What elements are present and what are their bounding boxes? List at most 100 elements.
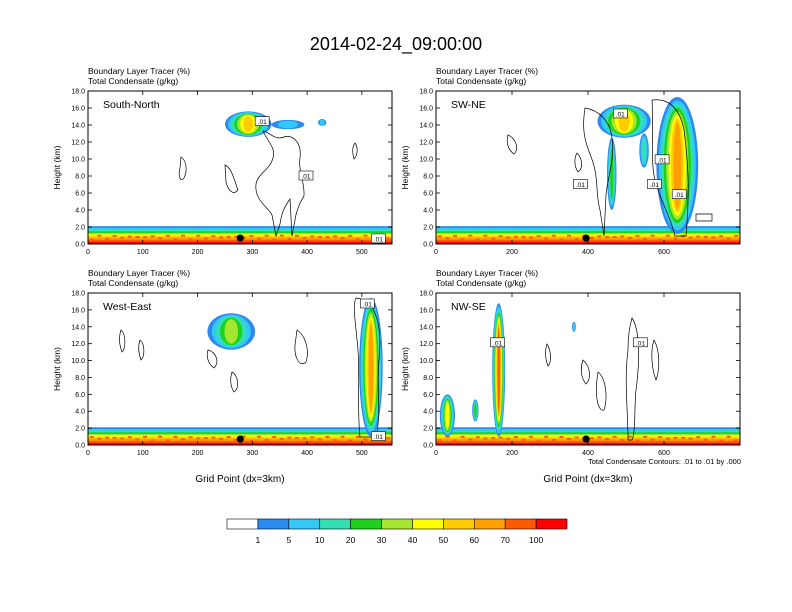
x-tick-label: 200 xyxy=(506,450,518,457)
x-tick-label: 200 xyxy=(192,450,204,457)
y-tick-label: 4.0 xyxy=(75,409,85,416)
y-tick-label: 14.0 xyxy=(419,123,433,130)
tracer-band-detail xyxy=(97,234,102,237)
tracer-band-detail xyxy=(173,435,178,438)
tracer-band-detail xyxy=(620,439,625,442)
x-tick-label: 300 xyxy=(246,450,258,457)
tracer-band-detail xyxy=(650,234,655,237)
y-tick-label: 16.0 xyxy=(71,307,85,314)
tracer-band-detail xyxy=(513,436,518,439)
condensate-contour xyxy=(583,107,614,237)
tracer-band-detail xyxy=(437,235,442,238)
condensate-contour xyxy=(651,99,689,237)
y-tick-label: 16.0 xyxy=(419,307,433,314)
tracer-band-detail xyxy=(551,438,556,441)
y-tick-label: 2.0 xyxy=(75,426,85,433)
tracer-band-detail xyxy=(135,235,140,238)
tracer-band-detail xyxy=(734,234,739,237)
contour-label: .01 xyxy=(675,192,684,199)
tracer-band-detail xyxy=(219,437,223,440)
tracer-band-detail xyxy=(696,235,701,238)
tracer-band-detail xyxy=(272,238,277,241)
tracer-band-detail xyxy=(196,234,201,237)
contour-label: .01 xyxy=(374,434,383,441)
tracer-band-detail xyxy=(257,237,261,240)
tracer-band-detail xyxy=(491,237,495,240)
tracer-band-detail xyxy=(264,438,269,441)
plume-shade xyxy=(243,115,254,133)
colorbar-swatch xyxy=(226,518,259,530)
contour-label: .01 xyxy=(301,174,310,181)
tracer-band-detail xyxy=(643,435,647,438)
tracer-band-detail xyxy=(219,236,223,239)
condensate-contour xyxy=(352,142,358,160)
tracer-band-detail xyxy=(491,436,495,439)
panel-label-tracer: Boundary Layer Tracer (%) xyxy=(436,268,538,278)
y-tick-label: 10.0 xyxy=(71,157,85,164)
tracer-band-detail xyxy=(650,438,655,441)
y-tick-label: 10.0 xyxy=(419,358,433,365)
x-tick-label: 400 xyxy=(301,450,313,457)
tracer-band-detail xyxy=(468,438,473,441)
contour-label-box xyxy=(612,108,628,119)
colorbar-label: 70 xyxy=(500,535,510,545)
panel-name: West-East xyxy=(103,301,151,313)
tracer-band-detail xyxy=(544,237,549,240)
tracer-band-detail xyxy=(386,436,391,439)
y-axis-label: Height (km) xyxy=(400,347,410,391)
plume-shade xyxy=(497,328,500,412)
tracer-band-detail xyxy=(249,235,254,238)
plot-area xyxy=(436,293,740,445)
tracer-band-detail xyxy=(355,238,360,241)
tracer-band-detail xyxy=(658,238,663,241)
condensate-contour xyxy=(506,134,517,155)
colorbar-label: 20 xyxy=(346,535,356,545)
plume-shade xyxy=(673,122,682,209)
y-tick-label: 14.0 xyxy=(419,324,433,331)
y-tick-label: 0.0 xyxy=(423,443,433,450)
y-tick-label: 6.0 xyxy=(423,392,433,399)
panel-nw-se: Boundary Layer Tracer (%)Total Condensat… xyxy=(400,268,741,485)
contour-label: .01 xyxy=(636,340,645,347)
tracer-band-detail xyxy=(719,439,723,442)
condensate-contour xyxy=(224,164,239,193)
condensate-contour xyxy=(294,329,308,365)
panel-label-tracer: Boundary Layer Tracer (%) xyxy=(88,268,190,278)
y-tick-label: 4.0 xyxy=(423,409,433,416)
tracer-band-detail xyxy=(325,435,330,438)
tracer-band-detail xyxy=(551,234,556,237)
tracer-band-detail xyxy=(241,435,246,438)
colorbar-swatch xyxy=(288,518,321,530)
y-tick-label: 16.0 xyxy=(71,106,85,113)
y-tick-label: 4.0 xyxy=(423,208,433,215)
tracer-band-detail xyxy=(340,435,345,438)
plume-shade xyxy=(224,319,239,344)
tracer-band-detail xyxy=(386,237,391,240)
plume-shade xyxy=(445,401,450,430)
tracer-band-detail xyxy=(559,435,564,438)
y-tick-label: 18.0 xyxy=(419,291,433,298)
tracer-band-detail xyxy=(150,439,155,442)
tracer-band-detail xyxy=(460,435,465,438)
y-tick-label: 4.0 xyxy=(75,208,85,215)
condensate-contour xyxy=(625,317,639,441)
tracer-band-detail xyxy=(703,235,708,238)
tracer-band-detail xyxy=(295,234,299,237)
tracer-band-detail xyxy=(287,237,292,240)
plume-shade xyxy=(474,402,477,419)
panel-label-condensate: Total Condensate (g/kg) xyxy=(88,278,178,288)
x-tick-label: 0 xyxy=(434,450,438,457)
plume-shade xyxy=(368,323,374,412)
tracer-band-detail xyxy=(726,237,731,240)
location-marker xyxy=(582,435,590,443)
y-tick-label: 0.0 xyxy=(423,242,433,249)
tracer-band-detail xyxy=(696,436,701,439)
contour-label-box xyxy=(371,431,386,441)
contour-label-box xyxy=(360,298,375,309)
panel-south-north: Boundary Layer Tracer (%)Total Condensat… xyxy=(52,66,393,256)
panel-label-condensate: Total Condensate (g/kg) xyxy=(88,76,178,86)
contour-label: .01 xyxy=(616,111,625,118)
tracer-band-detail xyxy=(188,436,193,439)
tracer-band-detail xyxy=(89,238,94,241)
tracer-band-detail xyxy=(506,236,511,239)
